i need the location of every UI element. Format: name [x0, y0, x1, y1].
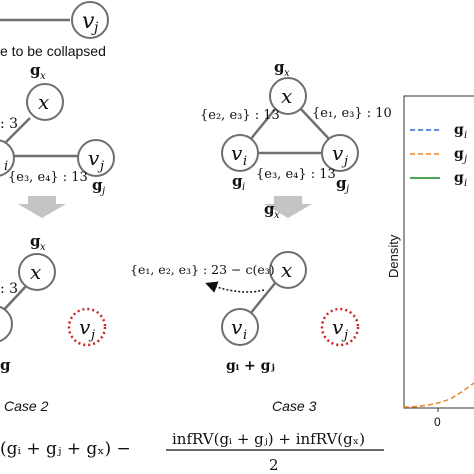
case3-node-vj-sub: j	[341, 154, 348, 169]
case2-node-x	[18, 253, 56, 291]
case3b-collapsed-node-sub: j	[341, 328, 348, 343]
case3-node-vi-sub: i	[243, 154, 247, 169]
case1-node-x	[26, 83, 64, 121]
formula-numerator: infRV(gᵢ + gⱼ) + infRV(gₓ)	[172, 430, 365, 448]
case1-node-vi-sub: i	[4, 159, 8, 174]
case1-graph: g x x : 3 i v j {e₃, e₄} : 13 g j	[0, 61, 115, 197]
case3-top-graph: g x x {e₂, e₃} : 13 {e₁, e₃} : 10 v i v …	[200, 58, 392, 195]
case3b-edge-x-vi	[249, 281, 277, 315]
case1-gx-label: g	[30, 61, 41, 79]
case3b-node-vi-sub: i	[243, 328, 247, 343]
case1-gj-sub: j	[100, 186, 105, 197]
case2-gx-sub: x	[40, 242, 46, 253]
case2-down-arrow	[18, 196, 66, 218]
case2-graph: g x x : 3 v j g Case 2	[0, 232, 107, 414]
case3-gx-sub: x	[284, 68, 290, 79]
case3-node-vj-label: v	[332, 141, 344, 165]
case1-edge-weight: : 3	[0, 116, 18, 132]
case1-gx-sub: x	[40, 71, 46, 82]
case2-collapsed-node-sub: j	[88, 328, 95, 343]
case1-node-vj-label: v	[88, 146, 100, 170]
case2-node-x-label: x	[30, 260, 41, 284]
case3-node-x-label: x	[281, 84, 292, 108]
case1-node-vi	[0, 139, 15, 177]
case3-node-vj	[321, 134, 359, 172]
plot-ylabel: Density	[386, 234, 401, 278]
plot-legend: g i g j g i	[410, 122, 467, 189]
case3-node-vi	[221, 134, 259, 172]
case2-caption: Case 2	[4, 398, 49, 414]
case2-collapsed-node	[67, 307, 107, 347]
case1-node-vj-sub: j	[97, 159, 104, 174]
node-vj-top-label: v	[82, 9, 95, 34]
formula-left-part: (gᵢ + gⱼ + gₓ) −	[0, 439, 131, 459]
legend-label-orange: g	[454, 146, 464, 162]
case3-node-vi-label: v	[231, 141, 243, 165]
case3b-collapsed-node-label: v	[332, 315, 344, 339]
case3b-collapsed-node	[320, 307, 360, 347]
case2-gx-label: g	[30, 232, 41, 250]
case3-edge-x-vj	[299, 107, 331, 141]
case1-node-vj	[77, 139, 115, 177]
legend-label-green: g	[454, 170, 464, 186]
case3b-node-vi	[221, 308, 259, 346]
case3-gi-label: g	[232, 172, 243, 190]
case3-gj-sub: j	[344, 184, 349, 195]
case2-collapsed-node-label: v	[79, 315, 91, 339]
case3-edge-x-vi	[249, 107, 277, 141]
case2-edge-weight: : 3	[0, 281, 18, 297]
case3b-move-arrow	[205, 281, 265, 293]
case1-gj-label: g	[92, 176, 103, 194]
case3b-merged-label: gᵢ + gⱼ	[226, 358, 275, 374]
case1-edge-label: {e₃, e₄} : 13	[8, 170, 88, 185]
case3b-edge-label: {e₁, e₂, e₃} : 23 − c(e₃)	[130, 262, 275, 277]
plot-axes-frame	[403, 95, 474, 409]
orange-density-curve	[403, 381, 474, 408]
plot-xtick-label: 0	[434, 415, 441, 429]
top-caption: e to be collapsed	[0, 43, 106, 59]
case3b-node-vi-label: v	[231, 315, 243, 339]
case3-node-x	[269, 77, 307, 115]
legend-sub-blue: i	[464, 130, 467, 141]
legend-sub-green: i	[464, 178, 467, 189]
top-collapse-illustration: v j e to be collapsed	[0, 1, 109, 59]
case3-left-edge-label: {e₂, e₃} : 13	[200, 108, 280, 123]
case3b-gx-label: g	[264, 200, 275, 218]
case3-down-arrow	[264, 196, 312, 218]
formula: (gᵢ + gⱼ + gₓ) − infRV(gᵢ + gⱼ) + infRV(…	[0, 430, 384, 474]
case3-right-edge-label: {e₁, e₃} : 10	[312, 106, 392, 121]
node-vj-top-sub: j	[91, 20, 99, 36]
case1-node-x-label: x	[38, 90, 49, 114]
case3-caption: Case 3	[272, 398, 317, 414]
case3-gj-label: g	[336, 174, 347, 192]
case2-node-vi	[0, 305, 13, 343]
case3b-gx-sub: x	[274, 210, 280, 221]
density-plot: Density 0 g i g j g i	[386, 95, 474, 429]
case3-gi-sub: i	[242, 182, 245, 193]
case3-bottom-graph: g x x {e₁, e₂, e₃} : 23 − c(e₃) v i v j …	[130, 200, 360, 414]
formula-denominator: 2	[269, 456, 279, 474]
case2-bottom-label: g	[0, 356, 11, 374]
case3-bottom-edge-label: {e₃, e₄} : 13	[256, 167, 336, 182]
node-vj-top	[71, 1, 109, 39]
case3b-node-x	[269, 251, 307, 289]
case3b-node-x-label: x	[281, 258, 292, 282]
legend-sub-orange: j	[462, 154, 467, 165]
legend-label-blue: g	[454, 122, 464, 138]
case3-gx-label: g	[274, 58, 285, 76]
